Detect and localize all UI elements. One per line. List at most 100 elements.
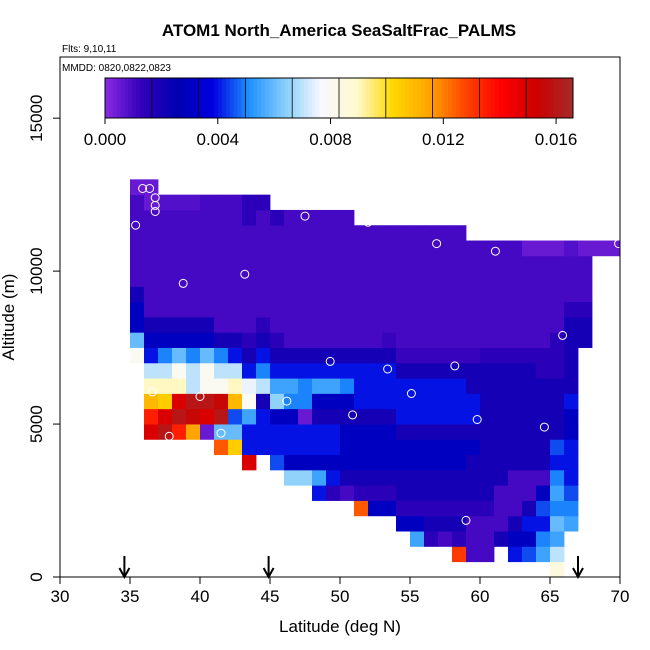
heatmap-cell (158, 255, 173, 272)
heatmap-cell (326, 240, 341, 257)
heatmap-cell (438, 424, 453, 440)
heatmap-cell (312, 240, 327, 257)
heatmap-cell (466, 240, 481, 257)
heatmap-cell (424, 393, 439, 410)
heatmap-cell (214, 301, 229, 318)
heatmap-cell (480, 332, 495, 348)
heatmap-cell (438, 255, 453, 272)
heatmap-cell (382, 485, 397, 501)
heatmap-cell (354, 439, 369, 456)
heatmap-cell (298, 225, 313, 241)
heatmap-cell (270, 454, 285, 471)
colorbar-segment (362, 78, 367, 118)
heatmap-cell (480, 301, 495, 318)
heatmap-cell (494, 378, 509, 394)
heatmap-cell (424, 500, 439, 517)
colorbar-segment (498, 78, 504, 118)
heatmap-cell (424, 301, 439, 318)
heatmap-cell (480, 500, 495, 517)
heatmap-cell (382, 317, 397, 333)
heatmap-cell (564, 485, 579, 501)
heatmap-cell (214, 240, 229, 257)
heatmap-cell (466, 500, 481, 517)
heatmap-cell (396, 332, 411, 348)
heatmap-cell (270, 347, 285, 364)
measurement-point (150, 200, 160, 210)
heatmap-cell (368, 408, 383, 425)
colorbar-segment (284, 78, 289, 118)
measurement-point (138, 184, 148, 193)
x-tick-label: 70 (611, 587, 630, 606)
heatmap-cell (158, 347, 173, 364)
heatmap-cell (158, 408, 173, 425)
colorbar-segment (452, 78, 457, 118)
heatmap-cell (522, 378, 537, 394)
heatmap-cell (438, 408, 453, 425)
heatmap-cell (466, 469, 481, 486)
heatmap-cell (186, 362, 201, 379)
heatmap-cell (172, 240, 187, 257)
colorbar-segment (557, 78, 562, 118)
heatmap-cell (578, 286, 593, 303)
heatmap-cell (326, 317, 341, 333)
heatmap-cell (438, 286, 453, 303)
colorbar-segment (179, 78, 184, 118)
heatmap-cell (536, 286, 551, 303)
heatmap-cell (508, 408, 523, 425)
heatmap-cell (368, 317, 383, 333)
heatmap-cell (158, 362, 173, 379)
colorbar-segment (218, 78, 223, 118)
heatmap-cell (382, 286, 397, 303)
heatmap-cell (564, 240, 579, 257)
heatmap-cell (228, 317, 243, 333)
heatmap-cell (284, 286, 299, 303)
heatmap-cell (466, 454, 481, 471)
heatmap-cell (508, 378, 523, 394)
measurement-point (472, 415, 482, 424)
heatmap-cell (326, 378, 341, 394)
heatmap-cell (284, 347, 299, 364)
colorbar-segment (151, 78, 157, 118)
heatmap-cell (312, 301, 327, 318)
measurement-point (363, 217, 373, 227)
heatmap-cell (242, 301, 257, 318)
heatmap-cell (522, 393, 537, 410)
x-tick-label: 45 (261, 587, 280, 606)
heatmap-cell (172, 286, 187, 303)
colorbar-segment (385, 78, 391, 118)
heatmap-cell (410, 271, 425, 287)
heatmap-cell (466, 439, 481, 456)
heatmap-cell (284, 225, 299, 241)
heatmap-cell (466, 378, 481, 394)
colorbar-segment (257, 78, 262, 118)
heatmap-cell (354, 317, 369, 333)
heatmap-cell (480, 347, 495, 364)
colorbar-segment (545, 78, 551, 118)
heatmap-cell (550, 362, 565, 379)
heatmap-cell (368, 271, 383, 287)
heatmap-cell (214, 225, 229, 241)
heatmap-cell (242, 225, 257, 241)
colorbar-segment (245, 78, 250, 118)
heatmap-cell (522, 485, 537, 501)
heatmap-cell (270, 317, 285, 333)
heatmap-cell (480, 531, 495, 547)
colorbar-segment (268, 78, 274, 118)
heatmap-cell (256, 317, 271, 333)
colorbar-segment (506, 78, 512, 118)
heatmap-cell (480, 255, 495, 272)
heatmap-cell (186, 424, 201, 440)
heatmap-cell (396, 347, 411, 364)
colorbar-segment (303, 78, 309, 118)
colorbar-segment (272, 78, 278, 118)
heatmap-cell (494, 271, 509, 287)
heatmap-cell (438, 454, 453, 471)
chart-title: ATOM1 North_America SeaSaltFrac_PALMS (162, 21, 516, 40)
heatmap-cell (172, 362, 187, 379)
heatmap-cell (536, 531, 551, 547)
heatmap-cell (340, 332, 355, 348)
heatmap-cell (368, 454, 383, 471)
heatmap-cell (284, 271, 299, 287)
heatmap-cell (340, 485, 355, 501)
